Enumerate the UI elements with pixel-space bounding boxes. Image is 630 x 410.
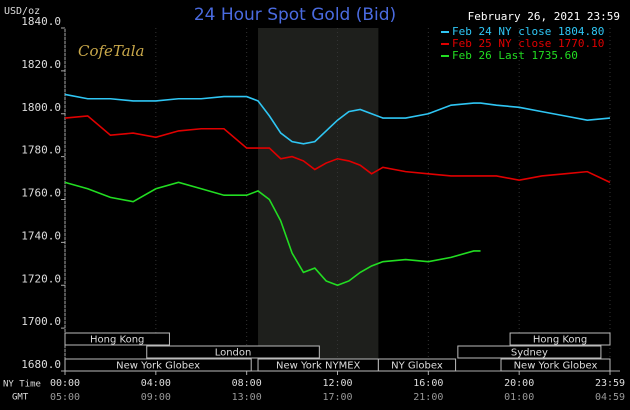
series-line [64, 93, 611, 145]
chart-title: 24 Hour Spot Gold (Bid) [194, 5, 396, 25]
y-tick-label: 1760.0 [21, 187, 61, 200]
gmt-tick-label: 09:00 [141, 392, 171, 403]
x-tick-label: 16:00 [413, 378, 443, 389]
y-tick-label: 1780.0 [21, 144, 61, 157]
x-row-label: GMT [12, 393, 29, 403]
session-box [64, 332, 170, 346]
session-label: NY Globex [391, 361, 443, 372]
gmt-tick-label: 17:00 [322, 392, 352, 403]
x-tick-label: 04:00 [141, 378, 171, 389]
session-label: London [215, 348, 252, 359]
series-line [64, 115, 611, 184]
session-label: New York NYMEX [276, 361, 361, 372]
session-box [64, 358, 252, 372]
logo: CofeTala [78, 42, 144, 60]
legend-label: Feb 26 Last 1735.60 [452, 49, 578, 62]
date: February 26, 2021 23:59 [468, 10, 620, 23]
y-tick-label: 1820.0 [21, 58, 61, 71]
x-tick-label: 12:00 [322, 378, 352, 389]
y-tick-label: 1720.0 [21, 272, 61, 285]
shaded-region [258, 28, 379, 371]
gmt-tick-label: 01:00 [504, 392, 534, 403]
y-tick-label: 1800.0 [21, 101, 61, 114]
y-axis-label: USD/oz [4, 6, 40, 17]
session-box [500, 358, 611, 372]
x-tick-label: 23:59 [595, 378, 625, 389]
y-tick-label: 1680.0 [21, 358, 61, 371]
x-row-label: NY Time [3, 380, 41, 390]
y-tick-label: 1840.0 [21, 15, 61, 28]
x-tick-label: 08:00 [232, 378, 262, 389]
session-label: New York Globex [514, 361, 598, 372]
session-label: Hong Kong [533, 335, 587, 346]
session-box [509, 332, 611, 346]
session-box [457, 345, 602, 359]
session-label: Sydney [511, 348, 548, 359]
x-tick-label: 20:00 [504, 378, 534, 389]
gmt-tick-label: 13:00 [232, 392, 262, 403]
gmt-tick-label: 05:00 [50, 392, 80, 403]
gmt-tick-label: 04:59 [595, 392, 625, 403]
gmt-tick-label: 21:00 [413, 392, 443, 403]
series-line [64, 181, 481, 287]
y-tick-label: 1700.0 [21, 315, 61, 328]
legend-label: Feb 25 NY close 1770.10 [452, 37, 604, 50]
session-label: New York Globex [116, 361, 200, 372]
session-box [146, 345, 320, 359]
y-tick-label: 1740.0 [21, 229, 61, 242]
plot: CofeTala 1680.0 1700.0 1720.0 1740.0 1760.0 17… [21, 15, 625, 403]
x-tick-label: 00:00 [50, 378, 80, 389]
session-label: Hong Kong [90, 335, 144, 346]
legend-label: Feb 24 NY close 1804.80 [452, 25, 604, 38]
session-box [377, 358, 457, 372]
